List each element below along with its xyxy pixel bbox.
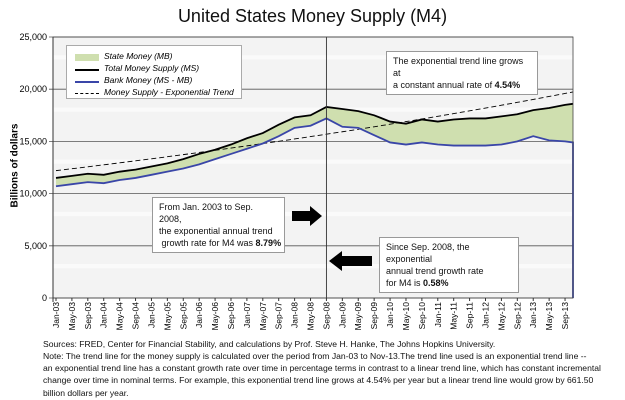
- x-tick-label: Jan-04: [99, 302, 109, 328]
- x-tick-label: Sep-13: [560, 302, 570, 330]
- x-tick-label: Sep-08: [321, 302, 331, 330]
- annotation-rate: 4.54%: [494, 80, 521, 90]
- y-tick-label: 15,000: [19, 136, 47, 146]
- left-arrow-icon: [329, 251, 372, 271]
- x-tick-label: May-07: [258, 302, 268, 331]
- annotation-rate: 0.58%: [423, 278, 449, 288]
- annotation-line: a constant annual rate of: [393, 80, 495, 90]
- annotation-line: for M4 is: [386, 278, 424, 288]
- x-tick-label: Jan-05: [146, 302, 156, 328]
- trend-annotation: The exponential trend line grows at a co…: [386, 51, 538, 95]
- total-money-line: [55, 102, 574, 179]
- post-2008-annotation: Since Sep. 2008, the exponential annual …: [379, 237, 519, 293]
- x-tick-label: Jan-06: [194, 302, 204, 328]
- note-line: Note: The trend line for the money suppl…: [43, 351, 587, 361]
- x-tick-label: Sep-05: [178, 302, 188, 330]
- x-tick-label: Jan-11: [433, 302, 443, 328]
- legend-label: Money Supply - Exponential Trend: [104, 87, 234, 97]
- x-tick-label: Sep-11: [465, 302, 475, 329]
- x-tick-label: Sep-07: [274, 302, 284, 330]
- note-line: change over time in nominal terms. For e…: [43, 375, 594, 385]
- legend-item-bank-money: Bank Money (MS - MB): [67, 75, 241, 87]
- y-tick-label: 10,000: [19, 189, 47, 199]
- x-tick-label: Jan-03: [51, 302, 61, 328]
- x-tick-label: May-10: [401, 302, 411, 331]
- annotation-line: Since Sep. 2008, the exponential: [386, 242, 470, 264]
- x-tick-label: Sep-09: [369, 302, 379, 330]
- x-tick-label: May-12: [496, 302, 506, 331]
- legend: State Money (MB) Total Money Supply (MS)…: [66, 45, 242, 99]
- x-tick-label: Jan-12: [481, 302, 491, 328]
- band-highlight: [53, 55, 573, 60]
- y-tick-label: 20,000: [19, 84, 47, 94]
- legend-item-trend: Money Supply - Exponential Trend: [67, 87, 241, 99]
- note-line: an exponential trend line has a constant…: [43, 363, 601, 373]
- annotation-line: The exponential trend line grows at: [393, 56, 524, 78]
- y-tick-label: 25,000: [19, 32, 47, 42]
- legend-swatch: [75, 81, 99, 83]
- x-tick-label: May-06: [210, 302, 220, 331]
- annotation-rate: 8.79%: [255, 238, 282, 248]
- annotation-line: annual trend growth rate: [386, 266, 484, 276]
- x-tick-label: Jan-08: [290, 302, 300, 328]
- right-arrow-icon: [292, 206, 322, 226]
- annotation-line: growth rate for M4 was: [159, 238, 256, 248]
- x-tick-label: Sep-10: [417, 302, 427, 330]
- note-line: billion dollars per year.: [43, 388, 129, 398]
- x-tick-label: May-11: [449, 302, 459, 330]
- x-tick-label: May-03: [67, 302, 77, 331]
- x-tick-label: Jan-09: [337, 302, 347, 328]
- annotation-line: From Jan. 2003 to Sep. 2008,: [159, 202, 254, 224]
- x-tick-label: Sep-04: [131, 302, 141, 330]
- legend-label: State Money (MB): [104, 51, 173, 61]
- legend-swatch: [75, 93, 99, 94]
- legend-label: Total Money Supply (MS): [104, 63, 200, 73]
- x-tick-label: Jan-10: [385, 302, 395, 328]
- pre-2008-annotation: From Jan. 2003 to Sep. 2008, the exponen…: [152, 197, 285, 253]
- band-highlight: [53, 264, 573, 269]
- x-tick-label: Sep-12: [512, 302, 522, 330]
- x-tick-label: Sep-06: [226, 302, 236, 330]
- x-tick-label: Jan-07: [242, 302, 252, 328]
- legend-label: Bank Money (MS - MB): [104, 75, 193, 85]
- x-tick-label: May-08: [306, 302, 316, 331]
- legend-item-state-money: State Money (MB): [67, 51, 241, 63]
- legend-item-total-money: Total Money Supply (MS): [67, 63, 241, 75]
- band-highlight: [53, 107, 573, 112]
- band-highlight: [53, 159, 573, 164]
- x-tick-label: May-05: [162, 302, 172, 331]
- trend-line: [55, 91, 574, 172]
- x-tick-label: Sep-03: [83, 302, 93, 330]
- x-tick-label: May-13: [544, 302, 554, 331]
- annotation-line: the exponential annual trend: [159, 226, 273, 236]
- y-tick-label: 5,000: [24, 241, 47, 251]
- x-tick-label: May-09: [353, 302, 363, 331]
- legend-swatch: [75, 54, 99, 61]
- state-money-area: [56, 103, 573, 187]
- chart-title: United States Money Supply (M4): [177, 6, 448, 26]
- sources-text: Sources: FRED, Center for Financial Stab…: [43, 339, 496, 349]
- legend-swatch: [75, 69, 99, 71]
- x-tick-label: Jan-13: [528, 302, 538, 328]
- x-tick-label: May-04: [115, 302, 125, 331]
- y-tick-label: 0: [42, 293, 47, 303]
